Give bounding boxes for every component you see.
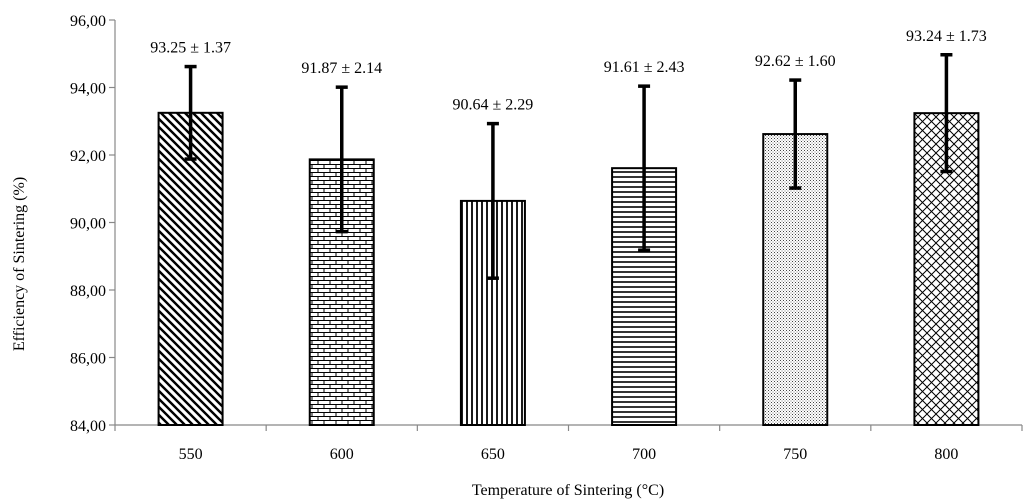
data-label-800: 93.24 ± 1.73 — [906, 28, 987, 45]
data-label-600: 91.87 ± 2.14 — [301, 60, 382, 77]
bar-550 — [157, 111, 224, 426]
y-tick-label: 92,00 — [70, 148, 106, 165]
y-tick-label: 90,00 — [70, 216, 106, 233]
y-tick-label: 86,00 — [70, 351, 106, 368]
data-label-750: 92.62 ± 1.60 — [755, 53, 836, 70]
x-tick-label-800: 800 — [934, 446, 958, 463]
x-axis-label: Temperature of Sintering (°C) — [472, 482, 664, 499]
y-tick-label: 94,00 — [70, 81, 106, 98]
x-tick-label-750: 750 — [783, 446, 807, 463]
data-label-550: 93.25 ± 1.37 — [150, 40, 231, 57]
x-tick-label-550: 550 — [179, 446, 203, 463]
bar-650 — [459, 199, 526, 426]
y-tick-label: 84,00 — [70, 418, 106, 435]
y-axis-label: Efficiency of Sintering (%) — [11, 177, 28, 351]
x-tick-label-700: 700 — [632, 446, 656, 463]
x-tick-label-650: 650 — [481, 446, 505, 463]
data-label-700: 91.61 ± 2.43 — [604, 59, 685, 76]
x-tick-label-600: 600 — [330, 446, 354, 463]
y-tick-label: 88,00 — [70, 283, 106, 300]
data-label-650: 90.64 ± 2.29 — [453, 97, 534, 114]
y-tick-label: 96,00 — [70, 13, 106, 30]
